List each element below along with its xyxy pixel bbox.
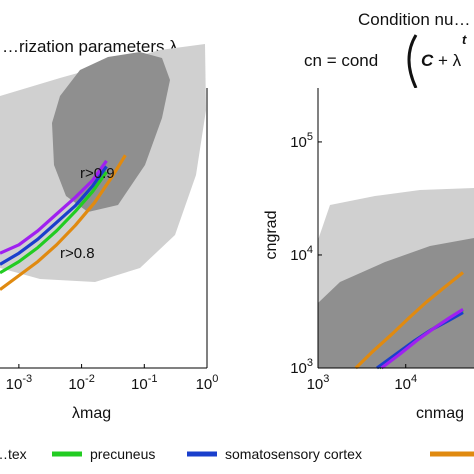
right-y-tick-exp-1: 4: [307, 244, 313, 256]
left-x-tick-exp-0: -3: [22, 373, 32, 385]
left-x-tick-label-0: 10-3: [6, 373, 32, 393]
left-x-tick-label-1: 10-2: [68, 373, 94, 393]
right-y-tick-label-2: 105: [290, 131, 313, 151]
left-x-tick-base-3: 10: [196, 376, 213, 393]
formula-bold-c: C: [421, 51, 434, 70]
left-x-axis-label: λmag: [72, 405, 111, 422]
left-region-label-r08: r>0.8: [60, 245, 95, 262]
left-series-group: [0, 154, 127, 291]
left-x-ticks: 10-3 10-2 10-1 100: [6, 364, 219, 393]
right-y-tick-label-1: 104: [290, 244, 313, 264]
legend-label-precuneus: precuneus: [90, 446, 155, 462]
formula-paren: [407, 34, 418, 89]
right-y-tick-exp-0: 3: [307, 357, 313, 369]
right-region-r09: [318, 238, 474, 368]
left-x-tick-exp-3: 0: [212, 373, 218, 385]
left-x-tick-base-1: 10: [68, 376, 85, 393]
formula-eq: = cond: [322, 51, 378, 70]
formula-lhs: cn: [304, 51, 322, 70]
left-x-tick-exp-2: -1: [148, 373, 158, 385]
left-x-tick-label-2: 10-1: [131, 373, 157, 393]
right-y-axis-label: cngrad: [263, 211, 280, 260]
right-x-axis-label: cnmag: [416, 405, 464, 422]
left-region-label-r09: r>0.9: [80, 165, 115, 182]
left-panel: …rization parameters λ 10-3 10-2 10-1 100 r…: [0, 37, 218, 422]
left-series-line-precuneus: [0, 171, 108, 275]
legend: …tex precuneus somatosensory cortex: [0, 446, 474, 462]
formula-superscript: t: [462, 32, 467, 47]
right-panel: Condition nu… cn = cond C + λ t cngrad 1…: [263, 10, 474, 422]
left-plot-area: 10-3 10-2 10-1 100: [0, 44, 218, 393]
left-x-tick-label-3: 100: [196, 373, 219, 393]
legend-label-0: …tex: [0, 446, 27, 462]
right-series-line-2: [380, 308, 464, 370]
svg-text:cn = cond: cn = cond: [304, 51, 378, 70]
right-x-tick-label-1: 104: [394, 373, 417, 393]
right-panel-title: Condition nu…: [358, 10, 470, 29]
formula-rest: + λ: [433, 51, 461, 70]
right-formula: cn = cond C + λ t: [304, 32, 467, 89]
right-x-tick-label-0: 103: [307, 373, 330, 393]
right-y-tick-base-1: 10: [290, 247, 307, 264]
left-x-tick-base-0: 10: [6, 376, 23, 393]
legend-label-somatosensory: somatosensory cortex: [225, 446, 362, 462]
right-x-tick-exp-0: 3: [323, 373, 329, 385]
left-panel-title: …rization parameters λ: [2, 37, 178, 56]
right-series-line-3: [354, 271, 464, 370]
left-series-line-somatosensory-cortex: [0, 165, 108, 266]
right-x-tick-exp-1: 4: [411, 373, 417, 385]
right-x-tick-base-0: 10: [307, 376, 324, 393]
right-series-group: [354, 271, 464, 370]
left-x-tick-base-2: 10: [131, 376, 148, 393]
right-y-tick-base-0: 10: [290, 360, 307, 377]
left-series-line-2: [0, 159, 108, 255]
right-y-tick-label-0: 103: [290, 357, 313, 377]
left-x-tick-exp-1: -2: [85, 373, 95, 385]
right-y-tick-base-2: 10: [290, 134, 307, 151]
right-y-tick-exp-2: 5: [307, 131, 313, 143]
left-region-r09: [52, 52, 170, 212]
right-x-tick-base-1: 10: [394, 376, 411, 393]
svg-text:C + λ: C + λ: [421, 51, 462, 70]
left-series-line-3: [0, 154, 127, 291]
